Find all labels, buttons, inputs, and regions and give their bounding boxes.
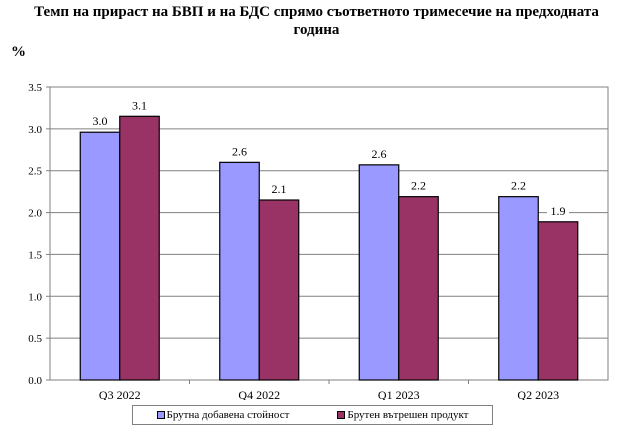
legend-swatch-gdp xyxy=(337,411,346,419)
data-label: 2.6 xyxy=(372,147,387,161)
y-tick-label: 1.0 xyxy=(28,291,42,303)
data-label-bg xyxy=(547,203,569,217)
y-tick-label: 0.0 xyxy=(28,375,42,387)
legend-item-gva: Брутна добавена стойност xyxy=(156,409,290,421)
data-label: 3.0 xyxy=(93,114,108,128)
data-label-bg xyxy=(407,178,430,192)
data-label-bg xyxy=(128,98,151,112)
y-tick-label: 3.5 xyxy=(28,82,42,94)
x-category-label: Q3 2022 xyxy=(99,388,141,400)
y-axis-unit: % xyxy=(11,44,26,60)
data-label: 2.2 xyxy=(411,179,426,193)
bar-gva xyxy=(219,161,260,381)
data-label: 2.2 xyxy=(511,179,526,193)
x-category-label: Q2 2023 xyxy=(517,388,559,400)
legend-item-gdp: Брутен вътрешен продукт xyxy=(337,409,468,421)
legend: Брутна добавена стойност Брутен вътрешен… xyxy=(132,405,493,425)
data-label-bg xyxy=(268,182,290,196)
y-tick-label: 2.0 xyxy=(28,208,42,220)
data-label: 1.9 xyxy=(551,204,566,218)
data-label: 2.6 xyxy=(232,144,247,158)
y-tick-label: 2.5 xyxy=(28,166,42,178)
legend-label-gva: Брутна добавена стойност xyxy=(166,409,290,421)
chart-title: Темп на прираст на БВП и на БДС спрямо с… xyxy=(0,3,633,39)
legend-label-gdp: Брутен вътрешен продукт xyxy=(347,409,469,421)
chart-title-line-1: Темп на прираст на БВП и на БДС спрямо с… xyxy=(34,4,599,20)
x-category-label: Q1 2023 xyxy=(378,388,420,400)
data-label-bg xyxy=(507,178,530,192)
bar-gdp xyxy=(258,199,300,381)
y-tick-label: 1.5 xyxy=(28,249,42,261)
data-label-bg xyxy=(368,146,390,160)
data-label-bg xyxy=(89,114,111,128)
data-label: 2.1 xyxy=(272,182,287,196)
bar-gva xyxy=(358,164,400,381)
chart-title-line-2: година xyxy=(293,22,340,38)
y-tick-label: 0.5 xyxy=(28,333,42,345)
data-label: 3.1 xyxy=(132,98,147,112)
bar-gdp xyxy=(398,196,439,381)
bar-chart: 0.0 0.5 1.0 1.5 2.0 2.5 3.0 3.5 Q3 2022 3.0 3.1 Q4 … xyxy=(28,82,609,400)
bar-gdp xyxy=(119,115,160,381)
data-label-bg xyxy=(228,144,251,158)
x-category-label: Q4 2022 xyxy=(238,388,280,400)
legend-swatch-gva xyxy=(156,411,165,419)
y-tick-label: 3.0 xyxy=(28,124,42,136)
bar-gva xyxy=(79,131,121,381)
bar-gdp xyxy=(537,221,579,381)
bar-gva xyxy=(498,196,539,381)
